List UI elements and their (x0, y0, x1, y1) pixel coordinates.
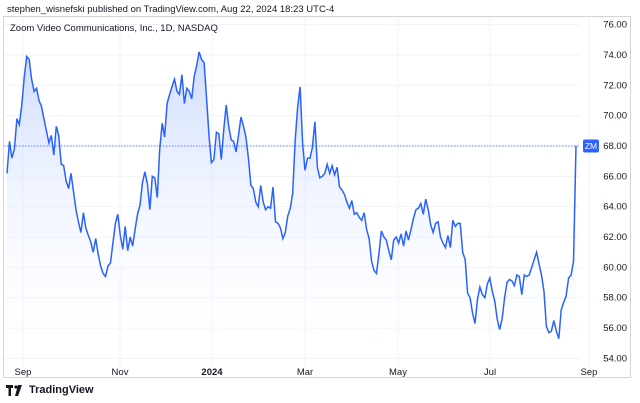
y-tick-label: 62.00 (603, 232, 627, 243)
price-area-fill (7, 51, 576, 367)
y-tick-label: 72.00 (603, 80, 627, 91)
x-tick-label: Sep (581, 367, 598, 378)
last-price-badge-label: ZM (585, 141, 597, 151)
y-tick-label: 66.00 (603, 171, 627, 182)
y-tick-label: 74.00 (603, 50, 627, 61)
x-tick-label: Nov (112, 367, 129, 378)
price-series-line (6, 51, 577, 339)
last-price-badge: ZM (583, 139, 599, 153)
x-tick-label: Sep (15, 367, 32, 378)
x-tick-label: Jul (484, 367, 496, 378)
brand-name: TradingView (29, 384, 94, 396)
chart-title: Zoom Video Communications, Inc., 1D, NAS… (10, 23, 218, 34)
publication-attribution: stephen_wisnefski published on TradingVi… (7, 4, 335, 15)
y-tick-label: 58.00 (603, 293, 627, 304)
x-tick-label: May (389, 367, 407, 378)
x-tick-label: Mar (297, 367, 313, 378)
tradingview-logo-icon (6, 384, 26, 396)
chart-frame (3, 16, 631, 378)
y-tick-label: 70.00 (603, 111, 627, 122)
x-axis: Sep Nov 2024 Mar May Jul Sep (15, 367, 598, 378)
y-tick-label: 56.00 (603, 323, 627, 334)
x-tick-label: 2024 (201, 367, 223, 378)
y-tick-label: 68.00 (603, 141, 627, 152)
y-tick-label: 54.00 (603, 353, 627, 364)
y-tick-label: 76.00 (603, 20, 627, 31)
y-tick-label: 64.00 (603, 202, 627, 213)
footer: TradingView (6, 384, 94, 396)
last-price-badge-box (583, 139, 599, 153)
y-axis: 76.00 74.00 72.00 70.00 68.00 66.00 64.00 62.00… (603, 20, 627, 365)
y-tick-label: 60.00 (603, 262, 627, 273)
